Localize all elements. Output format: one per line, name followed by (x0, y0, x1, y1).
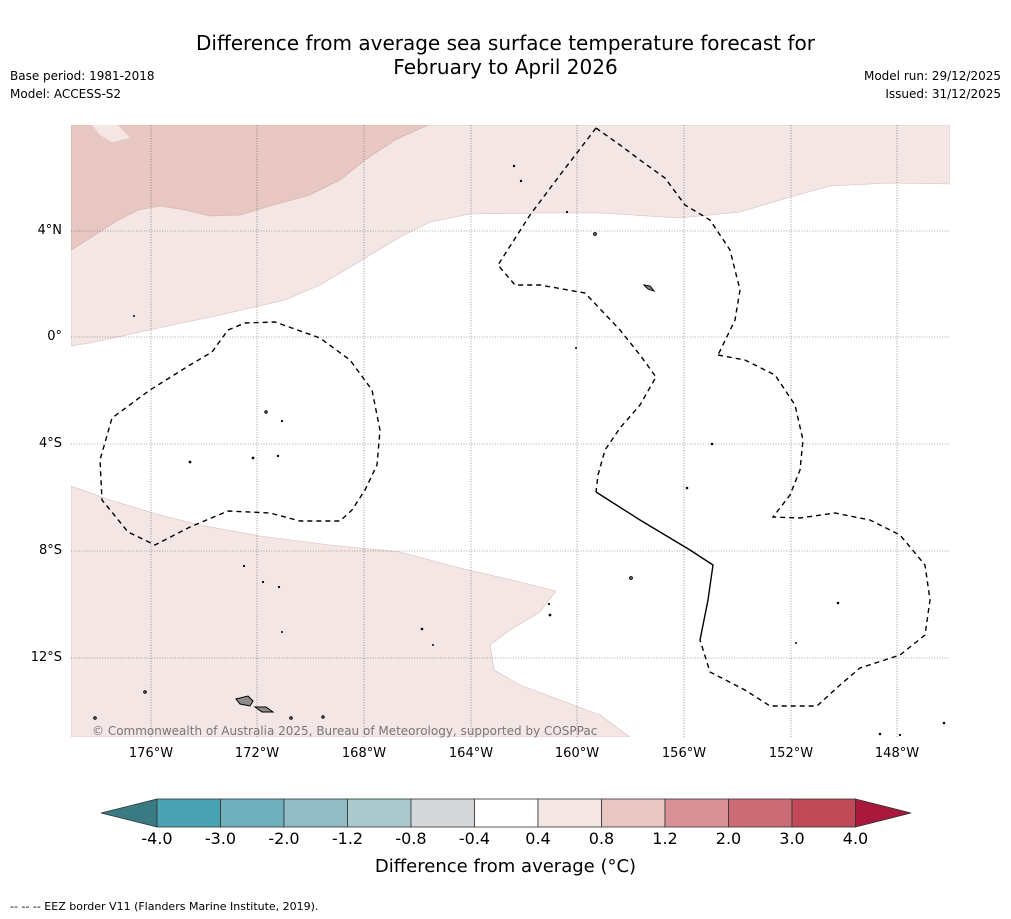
island-atoll (512, 164, 516, 168)
colorbar-segment (410, 798, 475, 828)
island-atoll (795, 642, 797, 644)
island-atoll (264, 410, 268, 414)
colorbar-segment (664, 798, 729, 828)
island-atoll (321, 715, 325, 719)
lat-label: 12°S (30, 650, 62, 665)
cooler-notch (92, 125, 130, 142)
lat-label: 4°N (37, 223, 63, 238)
colorbar-segment (601, 798, 666, 828)
island-atoll (565, 210, 569, 214)
graticule (71, 125, 950, 737)
eez-border-cook-islands (699, 354, 931, 707)
island-atoll (629, 576, 633, 580)
colorbar (100, 798, 912, 828)
lon-label: 176°W (128, 746, 174, 761)
lon-label: 164°W (448, 746, 494, 761)
eez-border-solid-segment (595, 491, 714, 641)
map-title: Difference from average sea surface temp… (0, 31, 1011, 79)
island-atoll (276, 454, 280, 458)
eez-legend-note: -- -- -- EEZ border V11 (Flanders Marine… (10, 900, 319, 913)
island-atoll (420, 627, 424, 631)
colorbar-tick-label: -0.8 (395, 829, 427, 848)
island-atoll (685, 486, 689, 490)
island-christmas (642, 284, 656, 293)
colorbar-tick-label: 0.8 (588, 829, 615, 848)
lon-label: 156°W (661, 746, 707, 761)
base-period: Base period: 1981-2018 (10, 69, 155, 83)
island-atoll (942, 721, 946, 725)
lon-label: 160°W (554, 746, 600, 761)
colorbar-tick-label: -2.0 (268, 829, 300, 848)
title-line-1: Difference from average sea surface temp… (195, 31, 815, 55)
colorbar-extend-low (100, 798, 158, 828)
model-run: Model run: 29/12/2025 (863, 69, 1001, 83)
island-atoll (432, 644, 434, 646)
meta-left: Base period: 1981-2018 Model: ACCESS-S2 (10, 67, 155, 103)
island-atoll (277, 585, 281, 589)
island-samoa-large (235, 695, 254, 707)
island-atoll (280, 419, 284, 423)
warm-anomaly-region-north-strong (71, 125, 429, 251)
colorbar-extend-high (855, 798, 912, 828)
colorbar-tick-label: 3.0 (779, 829, 805, 848)
island-atoll (710, 442, 714, 446)
lat-label: 0° (47, 329, 62, 344)
colorbar-title: Difference from average (°C) (374, 856, 637, 877)
island-atoll (242, 564, 246, 568)
island-atoll (575, 347, 577, 349)
model-name: Model: ACCESS-S2 (10, 87, 122, 101)
eez-border-kiribati-west (497, 127, 657, 493)
colorbar-segment (791, 798, 856, 828)
island-atoll (261, 580, 265, 584)
issued-date: Issued: 31/12/2025 (885, 87, 1001, 101)
colorbar-segment (474, 798, 539, 828)
island-atoll (898, 733, 902, 737)
island-fanning (593, 232, 597, 236)
lat-label: 8°S (38, 543, 62, 558)
colorbar-segment (156, 798, 221, 828)
colorbar-tick-label: 4.0 (842, 829, 869, 848)
island-atoll (519, 179, 523, 183)
island-atoll (281, 631, 283, 633)
island-atoll (878, 732, 882, 736)
island-atoll (836, 601, 840, 605)
lon-label: 172°W (234, 746, 280, 761)
island-atoll (547, 602, 551, 606)
colorbar-tick-label: -1.2 (331, 829, 364, 848)
title-line-2: February to April 2026 (393, 55, 618, 79)
island-atoll (93, 716, 97, 720)
colorbar-segment (220, 798, 285, 828)
colorbar-segment (283, 798, 348, 828)
meta-right: Model run: 29/12/2025 Issued: 31/12/2025 (864, 67, 1001, 103)
island-atoll (289, 716, 293, 720)
colorbar-segment (728, 798, 793, 828)
colorbar-tick-label: -0.4 (458, 829, 491, 848)
lon-label: 148°W (874, 746, 920, 761)
eez-border-tokelau (99, 321, 381, 546)
colorbar-segment (537, 798, 602, 828)
islands (93, 164, 946, 737)
island-atoll (143, 690, 147, 694)
lon-label: 168°W (341, 746, 387, 761)
island-atoll (251, 456, 255, 460)
colorbar-tick-label: 0.4 (525, 829, 551, 848)
island-atoll (188, 460, 192, 464)
colorbar-tick-label: 2.0 (715, 829, 742, 848)
island-atoll (133, 315, 135, 317)
colorbar-tick-label: -4.0 (141, 829, 173, 848)
island-atoll (548, 613, 552, 617)
eez-borders (99, 127, 931, 707)
island-samoa-small (253, 706, 275, 713)
copyright-notice: © Commonwealth of Australia 2025, Bureau… (92, 724, 598, 738)
lon-label: 152°W (768, 746, 814, 761)
warm-anomaly-region-south (71, 485, 631, 737)
colorbar-segment (347, 798, 412, 828)
colorbar-tick-label: 1.2 (652, 829, 678, 848)
map-fill (71, 125, 950, 737)
lat-label: 4°S (38, 436, 62, 451)
colorbar-tick-label: -3.0 (204, 829, 237, 848)
